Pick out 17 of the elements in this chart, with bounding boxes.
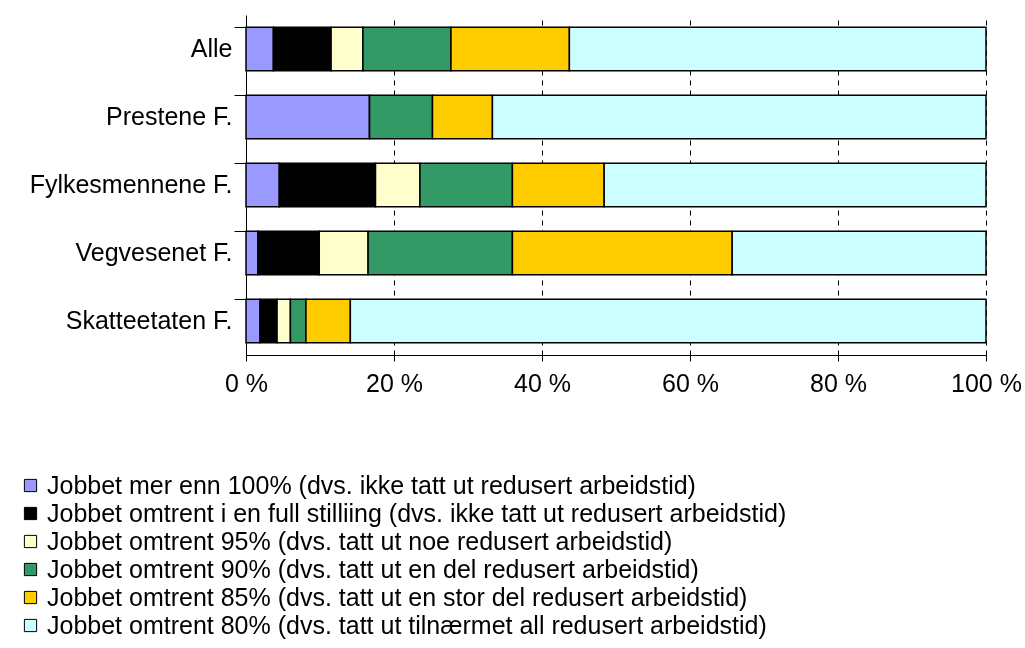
y-tick-label: Prestene F. — [106, 102, 233, 130]
x-tick-label: 80 % — [810, 368, 867, 397]
legend-label: Jobbet omtrent 80% (dvs. tatt ut tilnærmet all redusert arbeidstid) — [47, 610, 767, 639]
legend-label: Jobbet omtrent 85% (dvs. tatt ut en stor del redusert arbeidstid) — [47, 582, 748, 611]
legend-label: Jobbet omtrent 95% (dvs. tatt ut noe redusert arbeidstid) — [47, 526, 673, 555]
y-tick-label: Fylkesmennene F. — [29, 170, 233, 198]
y-tick-label: Skatteetaten F. — [65, 306, 233, 334]
x-tick-label: 20 % — [366, 368, 423, 397]
legend-label: Jobbet mer enn 100% (dvs. ikke tatt ut redusert arbeidstid) — [47, 470, 696, 499]
y-tick-label: Alle — [190, 34, 233, 62]
x-tick-label: 40 % — [514, 368, 571, 397]
y-tick-label: Vegvesenet F. — [75, 238, 233, 266]
legend-label: Jobbet omtrent 90% (dvs. tatt ut en del redusert arbeidstid) — [47, 554, 699, 583]
x-tick-label: 0 % — [224, 368, 269, 397]
x-tick-label: 60 % — [662, 368, 719, 397]
x-tick-label: 100 % — [951, 368, 1022, 397]
legend-label: Jobbet omtrent i en full stilliing (dvs. ikke tatt ut redusert arbeidstid) — [47, 498, 787, 527]
